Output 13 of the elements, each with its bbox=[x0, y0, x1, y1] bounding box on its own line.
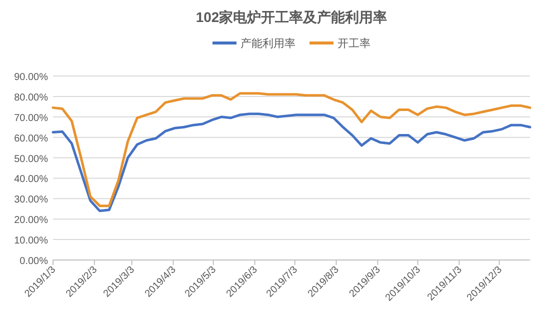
y-tick-label: 10.00% bbox=[14, 236, 48, 247]
legend-label: 产能利用率 bbox=[240, 37, 296, 50]
y-tick-label: 30.00% bbox=[14, 194, 48, 206]
y-tick-label: 90.00% bbox=[14, 72, 48, 83]
y-tick-label: 0.00% bbox=[20, 256, 48, 267]
legend-label: 开工率 bbox=[338, 37, 370, 50]
y-tick-label: 40.00% bbox=[14, 174, 48, 186]
y-tick-label: 60.00% bbox=[14, 133, 48, 144]
y-tick-label: 70.00% bbox=[14, 112, 48, 124]
y-tick-label: 80.00% bbox=[14, 92, 48, 104]
y-tick-label: 50.00% bbox=[14, 154, 48, 165]
title: 102家电炉开工率及产能利用率 bbox=[196, 9, 388, 25]
y-tick-label: 20.00% bbox=[14, 215, 48, 226]
